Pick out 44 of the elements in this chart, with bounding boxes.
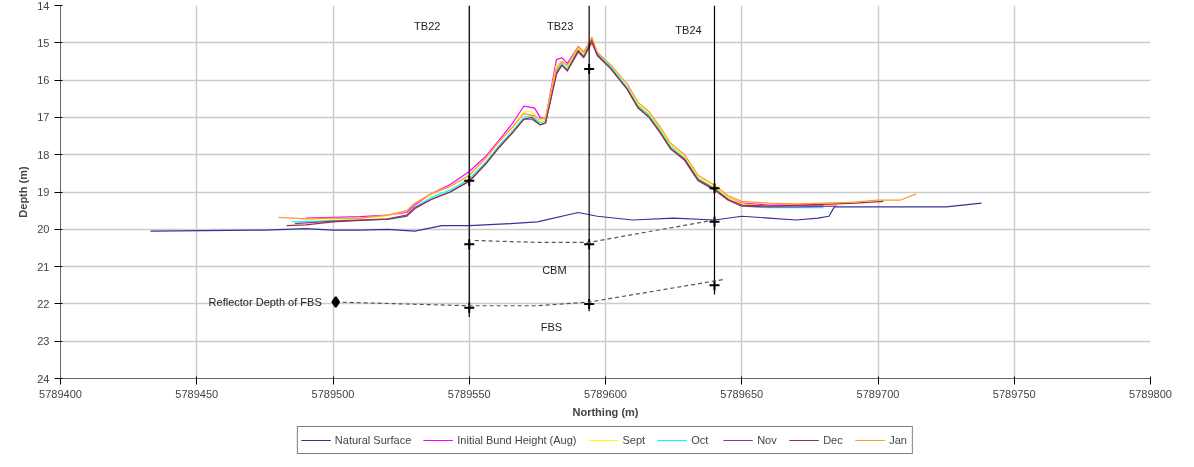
x-axis-title: Northing (m) <box>572 405 639 418</box>
y-tick-label: 14 <box>37 0 50 12</box>
annotation: FBS <box>540 320 563 333</box>
annotation: TB23 <box>547 19 574 32</box>
y-tick-label: 24 <box>37 372 50 385</box>
y-axis-title: Depth (m) <box>17 166 30 218</box>
y-tick-label: 21 <box>37 260 50 273</box>
legend-label: Jan <box>889 434 908 446</box>
point <box>331 296 341 309</box>
x-tick-label: 5789750 <box>992 387 1036 400</box>
point <box>708 279 721 292</box>
y-tick-label: 18 <box>37 148 50 161</box>
x-tick-label: 5789600 <box>584 387 627 400</box>
point <box>463 174 476 187</box>
x-tick-label: 5789450 <box>175 387 219 400</box>
legend-label: Oct <box>691 434 710 446</box>
annotation: TB24 <box>675 23 702 36</box>
point <box>463 301 476 314</box>
y-tick-label: 23 <box>37 335 50 348</box>
point <box>708 215 721 228</box>
x-tick-label: 5789700 <box>856 387 900 400</box>
legend-label: Nov <box>757 434 778 446</box>
annotation: CBM <box>542 264 567 277</box>
x-tick-label: 5789650 <box>720 387 764 400</box>
y-tick-label: 19 <box>37 186 50 198</box>
y-tick-label: 22 <box>37 297 50 310</box>
x-tick-label: 5789500 <box>311 387 355 400</box>
y-tick-label: 15 <box>37 36 50 49</box>
legend-label: Dec <box>823 434 844 446</box>
point <box>463 238 476 251</box>
point <box>583 238 596 251</box>
legend-label: Sept <box>622 434 646 446</box>
annotation: TB22 <box>414 19 441 32</box>
x-tick-label: 5789400 <box>39 387 82 400</box>
x-tick-label: 5789800 <box>1129 387 1172 400</box>
line-series <box>149 202 983 232</box>
legend-label: Initial Bund Height (Aug) <box>457 434 577 446</box>
y-tick-label: 20 <box>37 223 50 236</box>
y-tick-label: 16 <box>37 74 50 87</box>
point <box>708 182 721 195</box>
legend-label: Natural Surface <box>334 434 412 446</box>
y-tick-label: 17 <box>37 111 50 124</box>
x-tick-label: 5789550 <box>447 387 491 400</box>
annotation: Reflector Depth of FBS <box>208 296 322 309</box>
